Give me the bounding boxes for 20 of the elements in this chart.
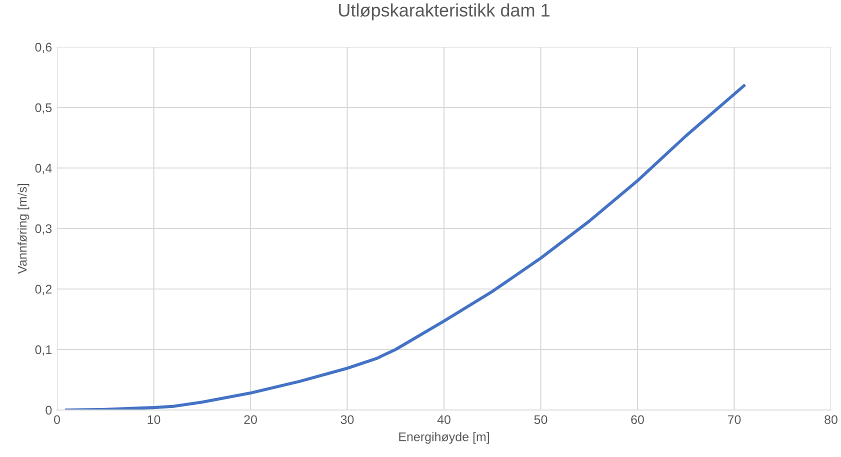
x-tick-label: 40 bbox=[437, 415, 450, 424]
x-tick-label: 30 bbox=[340, 415, 354, 424]
y-tick-label: 0,3 bbox=[35, 224, 52, 235]
x-tick-label: 0 bbox=[54, 415, 60, 424]
x-tick-label: 60 bbox=[631, 415, 644, 424]
x-tick-label: 80 bbox=[824, 415, 838, 424]
line-series bbox=[65, 84, 746, 410]
x-tick-label: 50 bbox=[534, 415, 548, 424]
chart-title: Utløpskarakteristikk dam 1 bbox=[339, 3, 550, 20]
y-tick-label: 0,5 bbox=[35, 103, 52, 114]
y-tick-label: 0,2 bbox=[35, 284, 52, 296]
x-tick-label: 70 bbox=[728, 415, 741, 424]
y-tick-label: 0,4 bbox=[35, 164, 52, 174]
y-tick-label: 0,1 bbox=[35, 345, 52, 356]
y-tick-label: 0 bbox=[46, 406, 52, 415]
x-tick-label: 20 bbox=[244, 415, 257, 424]
x-tick-label: 10 bbox=[148, 415, 160, 424]
y-axis-title: Vannføring [m/s] bbox=[18, 184, 30, 274]
x-axis-title: Energihøyde [m] bbox=[399, 432, 489, 444]
y-tick-label: 0,6 bbox=[35, 42, 52, 54]
